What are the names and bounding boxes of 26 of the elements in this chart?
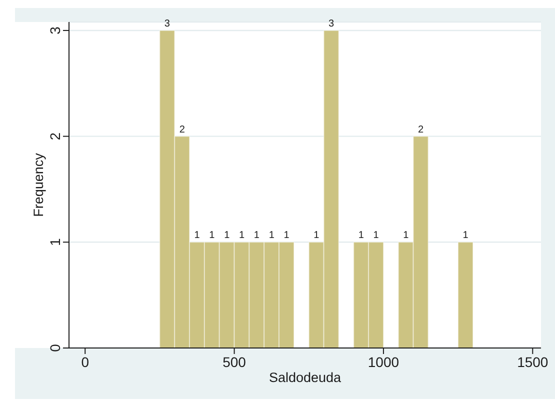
data-label: 2: [179, 124, 186, 136]
data-label: 1: [403, 230, 410, 242]
data-label: 1: [194, 230, 200, 242]
data-label: 3: [164, 18, 170, 30]
data-label: 1: [284, 230, 290, 242]
data-label: 1: [224, 230, 230, 242]
data-label: 3: [328, 18, 335, 30]
data-label: 1: [358, 230, 364, 242]
data-label: 2: [418, 124, 424, 136]
x-tick-label: 500: [222, 354, 246, 370]
data-label: 1: [373, 230, 380, 242]
data-label: 1: [239, 230, 245, 242]
data-label: 1: [209, 230, 216, 242]
data-label: 1: [268, 230, 275, 242]
data-label: 1: [462, 230, 469, 242]
y-tick-label: 0: [47, 344, 63, 352]
data-label: 1: [314, 230, 320, 242]
x-axis-title: Saldodeuda: [268, 370, 342, 385]
y-tick-label: 3: [47, 26, 63, 34]
data-label: 1: [254, 230, 260, 242]
x-tick-label: 0: [81, 354, 90, 370]
y-axis-title: Frequency: [31, 152, 46, 217]
x-tick-label: 1500: [517, 354, 548, 370]
x-tick-label: 1000: [368, 354, 400, 370]
y-tick-label: 1: [47, 238, 63, 246]
y-tick-label: 2: [47, 132, 63, 140]
